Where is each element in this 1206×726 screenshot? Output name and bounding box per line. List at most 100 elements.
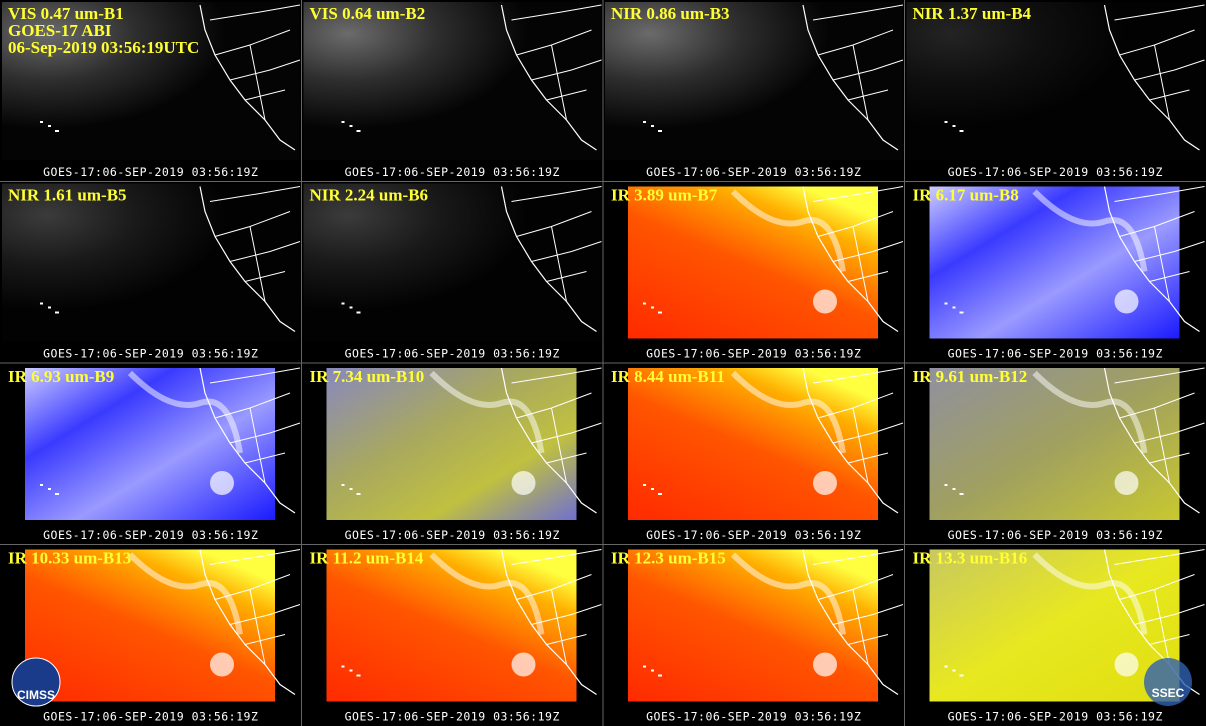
panel: IR 6.93 um-B9 GOES-17:06-SEP-2019 03:56:1… [0,363,302,545]
hawaii [40,484,59,495]
logo-left: CIMSS [17,688,55,702]
state-lines [511,4,602,121]
panel: NIR 1.61 um-B5 GOES-17:06-SEP-2019 03:56:… [0,181,302,363]
coastline [802,186,899,332]
panel-label: IR 6.93 um-B9 [8,367,114,386]
timestamp: GOES-17:06-SEP-2019 03:56:19Z [646,347,861,361]
image [303,2,601,160]
state-lines [209,186,301,302]
image [906,2,1204,160]
image [2,183,300,342]
storm [813,289,837,314]
coastline [199,367,296,514]
hawaii [40,121,59,132]
state-lines [511,367,602,484]
state-lines [209,549,301,665]
timestamp: GOES-17:06-SEP-2019 03:56:19Z [345,347,560,361]
hawaii [944,665,964,677]
timestamp: GOES-17:06-SEP-2019 03:56:19Z [43,710,258,724]
storm [511,652,536,677]
timestamp: GOES-17:06-SEP-2019 03:56:19Z [345,165,560,179]
coastline [802,549,899,695]
timestamp: GOES-17:06-SEP-2019 03:56:19Z [646,528,861,542]
hawaii [643,302,662,314]
panel-label: NIR 1.61 um-B5 [8,186,127,205]
panel-label: IR 6.17 um-B8 [913,186,1019,205]
panel-label: IR 10.33 um-B13 [8,549,131,568]
panel: NIR 0.86 um-B3 GOES-17:06-SEP-2019 03:56:… [603,0,905,182]
coastline [802,4,899,151]
panel: IR 8.44 um-B11 GOES-17:06-SEP-2019 03:56:… [603,363,905,545]
coastline [500,549,597,695]
state-lines [209,4,301,121]
panel: IR 7.34 um-B10 GOES-17:06-SEP-2019 03:56:… [301,363,603,545]
state-lines [1114,549,1205,665]
hawaii [341,665,361,677]
hawaii [944,302,964,314]
datetime: 06-Sep-2019 03:56:19UTC [8,38,199,57]
hawaii [643,665,662,677]
panel: NIR 1.37 um-B4 GOES-17:06-SEP-2019 03:56:… [904,0,1206,182]
satellite: GOES-17 ABI [8,21,112,40]
hawaii [944,484,964,495]
cloud-band [1032,552,1148,635]
coastline [199,4,296,151]
timestamp: GOES-17:06-SEP-2019 03:56:19Z [948,528,1163,542]
timestamp: GOES-17:06-SEP-2019 03:56:19Z [646,710,861,724]
panel-label: IR 12.3 um-B15 [611,549,726,568]
timestamp: GOES-17:06-SEP-2019 03:56:19Z [345,710,560,724]
panel-label: IR 7.34 um-B10 [310,367,425,386]
panel: NIR 2.24 um-B6 GOES-17:06-SEP-2019 03:56:… [301,181,603,363]
cloud-band [1032,189,1148,272]
coastline [500,186,597,332]
coastline [500,367,597,514]
panel: IR 6.17 um-B8 GOES-17:06-SEP-2019 03:56:1… [904,181,1206,363]
state-lines [1114,4,1205,121]
hawaii [341,484,361,495]
panel-label: VIS 0.64 um-B2 [310,4,426,23]
state-lines [511,549,602,665]
coastline [1103,186,1200,332]
hawaii [643,484,662,495]
panel: IR 3.89 um-B7 GOES-17:06-SEP-2019 03:56:1… [603,181,905,363]
storm [813,652,837,677]
timestamp: GOES-17:06-SEP-2019 03:56:19Z [948,710,1163,724]
logo-bg [1144,658,1192,706]
panel-label: IR 3.89 um-B7 [611,186,718,205]
timestamp: GOES-17:06-SEP-2019 03:56:19Z [646,165,861,179]
cloud-band [127,552,243,635]
state-lines [1114,367,1205,484]
storm [511,471,536,495]
coastline [1103,367,1200,514]
hawaii [341,121,361,132]
panel: VIS 0.47 um-B1 GOES-17:06-SEP-2019 03:56:… [0,0,302,182]
storm [1114,471,1139,495]
state-lines [812,186,904,302]
image [2,2,300,160]
state-lines [1114,186,1205,302]
hawaii [341,302,361,314]
state-lines [812,549,904,665]
cloud-band [730,370,846,454]
image [605,2,903,160]
cloud-band [730,189,846,272]
panel-label: VIS 0.47 um-B1 [8,4,124,23]
panel-label: NIR 0.86 um-B3 [611,4,730,23]
storm [1114,652,1139,677]
panel: IR 9.61 um-B12 GOES-17:06-SEP-2019 03:56:… [904,363,1206,545]
logo-bg [11,657,61,707]
timestamp: GOES-17:06-SEP-2019 03:56:19Z [345,528,560,542]
state-lines [812,367,904,484]
timestamp: GOES-17:06-SEP-2019 03:56:19Z [43,347,258,361]
coastline [802,367,899,514]
hawaii [944,121,964,132]
coastline [199,549,296,695]
storm [210,652,234,677]
storm [210,471,234,495]
panel: IR 12.3 um-B15 GOES-17:06-SEP-2019 03:56:… [603,544,905,726]
storm [813,471,837,495]
panel-label: IR 11.2 um-B14 [310,549,424,568]
timestamp: GOES-17:06-SEP-2019 03:56:19Z [948,165,1163,179]
panel-label: NIR 2.24 um-B6 [310,186,429,205]
